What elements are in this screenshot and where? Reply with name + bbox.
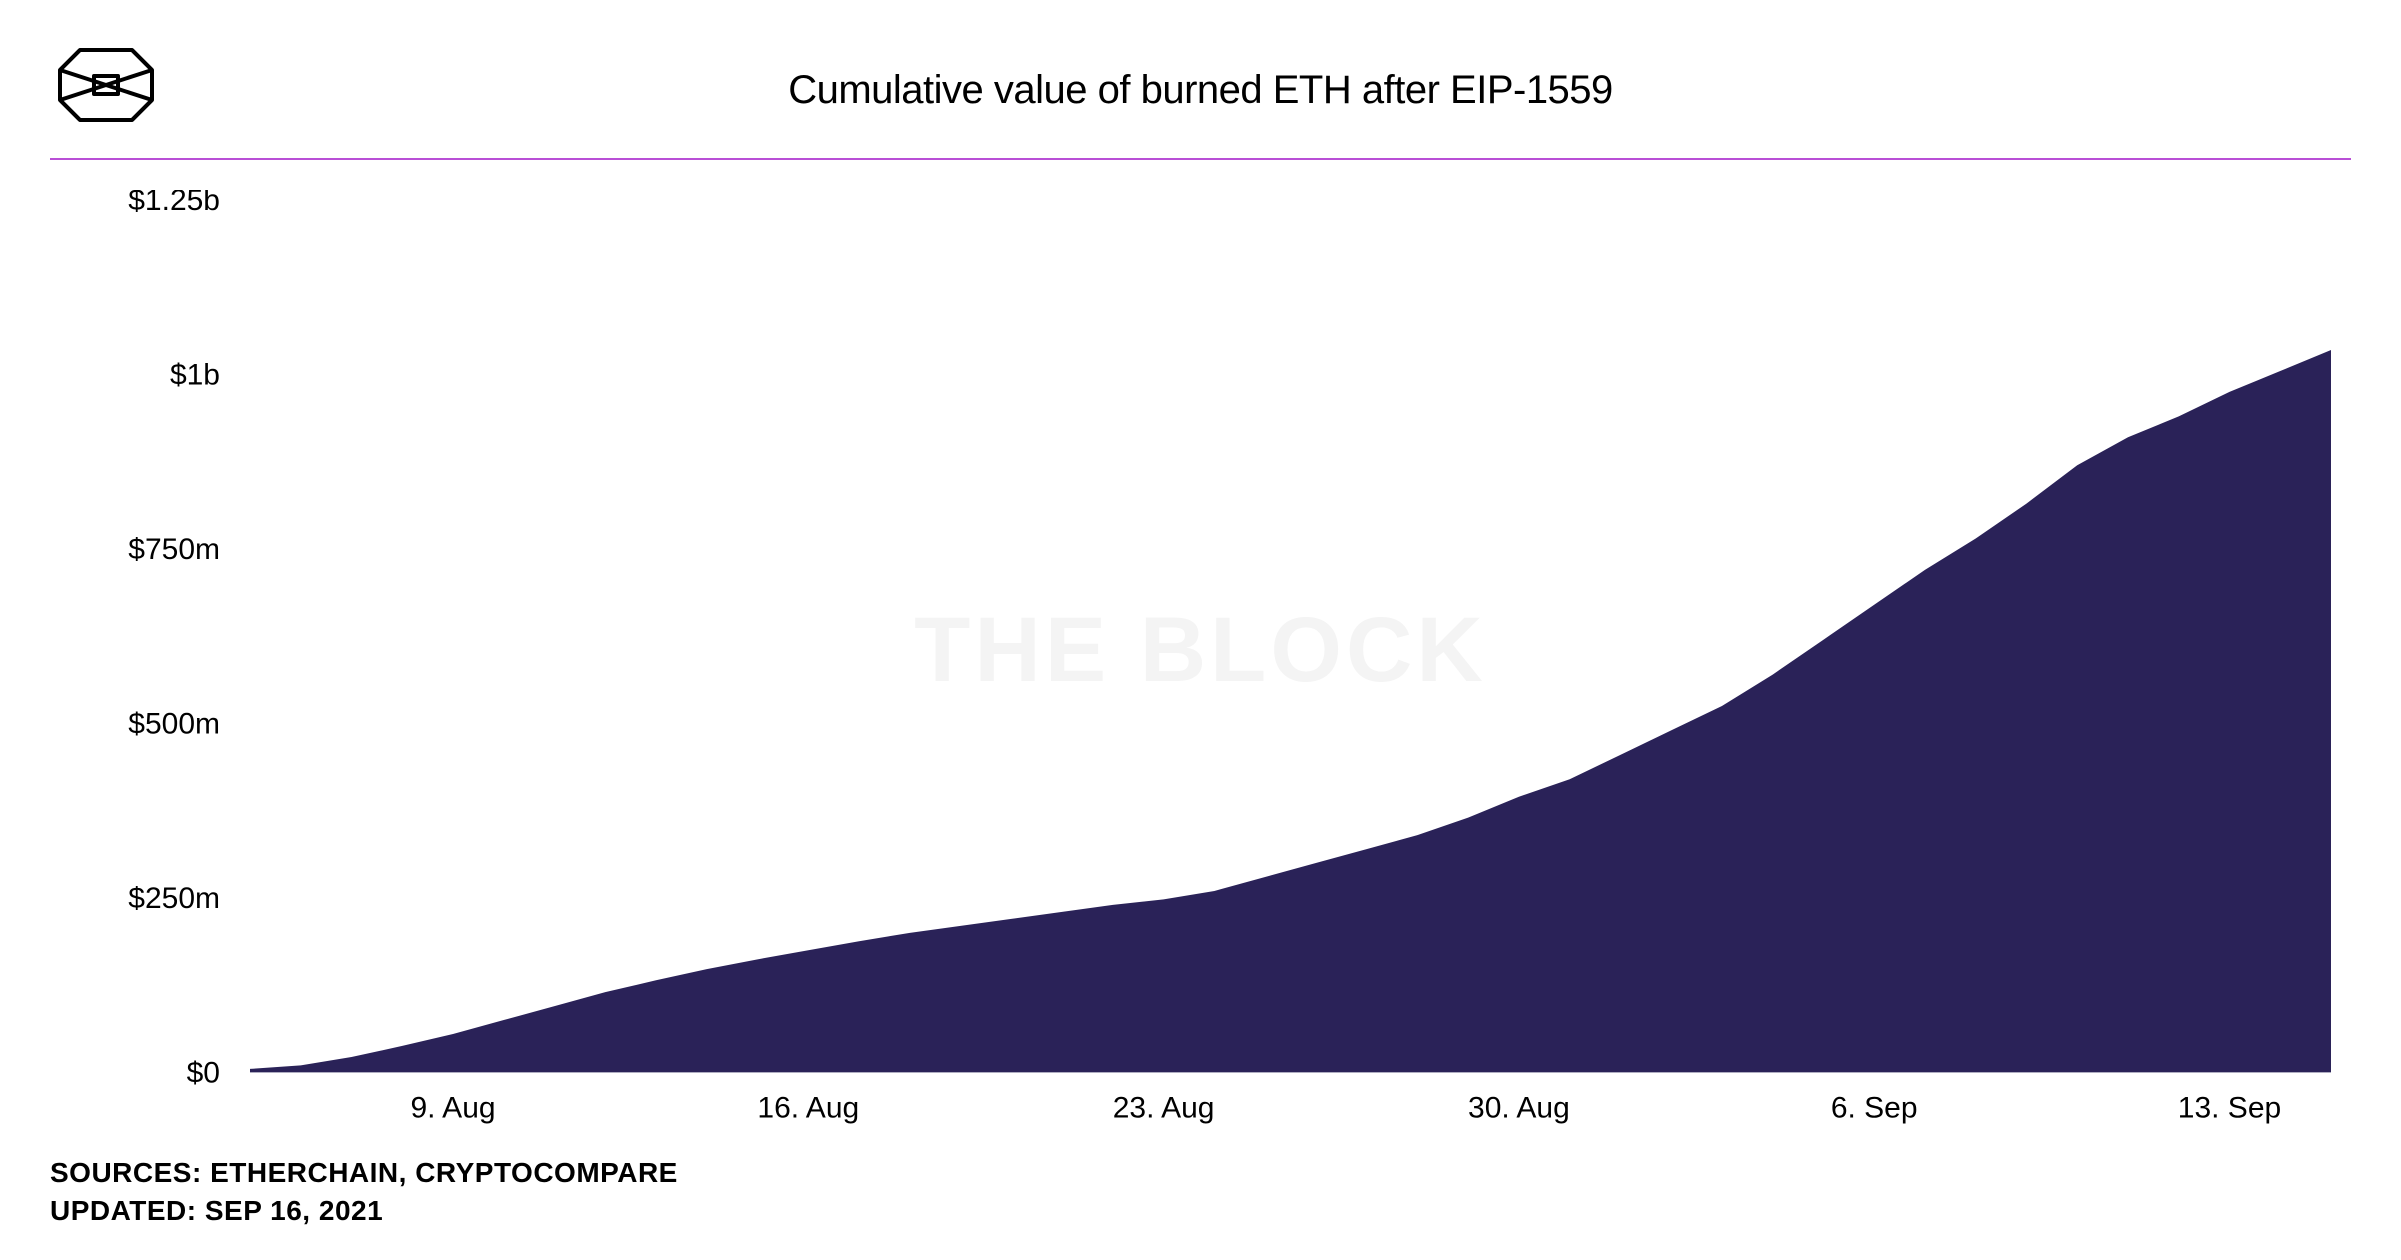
- y-tick-label: $1.25b: [128, 190, 220, 217]
- y-tick-label: $750m: [128, 533, 220, 566]
- sources-line: SOURCES: ETHERCHAIN, CRYPTOCOMPARE: [50, 1154, 2351, 1192]
- y-tick-label: $250m: [128, 882, 220, 915]
- x-tick-label: 9. Aug: [410, 1091, 495, 1124]
- x-tick-label: 23. Aug: [1113, 1091, 1215, 1124]
- area-series: [250, 350, 2331, 1072]
- divider: [50, 158, 2351, 160]
- chart-area: THE BLOCK $0$250m$500m$750m$1b$1.25b9. A…: [50, 190, 2351, 1142]
- chart-container: Cumulative value of burned ETH after EIP…: [0, 0, 2401, 1260]
- footer: SOURCES: ETHERCHAIN, CRYPTOCOMPARE UPDAT…: [50, 1154, 2351, 1230]
- area-chart-svg: $0 $250m $500m $750m $1b $1.25b 9. Aug 16. Aug 2…: [50, 190, 2351, 1142]
- x-tick-label: 16. Aug: [757, 1091, 859, 1124]
- chart-title: Cumulative value of burned ETH after EIP…: [50, 68, 2351, 113]
- updated-line: UPDATED: SEP 16, 2021: [50, 1192, 2351, 1230]
- x-tick-label: 13. Sep: [2178, 1091, 2281, 1124]
- x-tick-label: 6. Sep: [1831, 1091, 1918, 1124]
- header: Cumulative value of burned ETH after EIP…: [50, 40, 2351, 140]
- y-tick-label: $500m: [128, 707, 220, 740]
- y-tick-label: $1b: [170, 358, 220, 391]
- y-tick-label: $0: [187, 1056, 220, 1089]
- logo-icon: [50, 40, 162, 135]
- x-tick-label: 30. Aug: [1468, 1091, 1570, 1124]
